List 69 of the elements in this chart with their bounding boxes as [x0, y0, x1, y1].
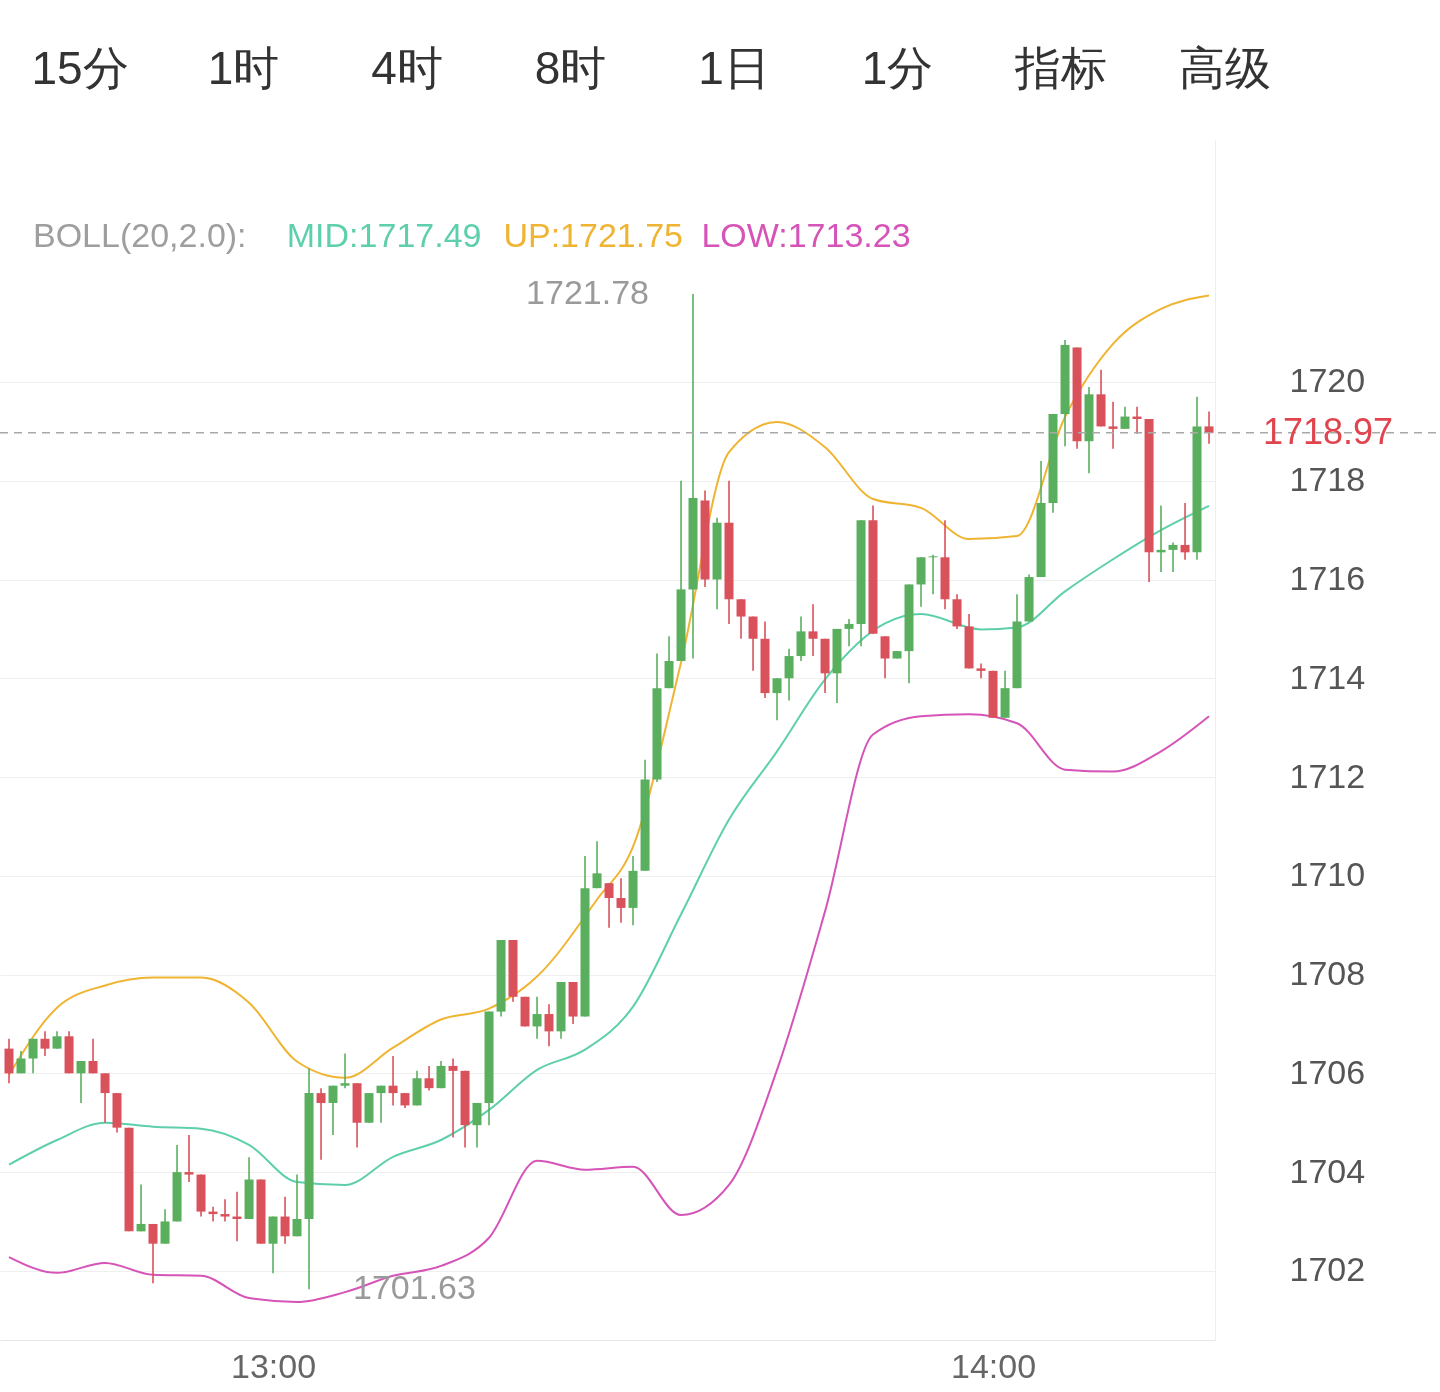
- candlestick: [592, 840, 602, 889]
- candlestick: [532, 995, 542, 1040]
- candlestick: [340, 1052, 350, 1089]
- candlestick: [772, 677, 782, 722]
- candlestick: [388, 1055, 398, 1107]
- candlestick: [928, 554, 938, 596]
- candlestick: [100, 1072, 110, 1124]
- candlestick: [148, 1223, 158, 1285]
- text: UP:1721.75: [503, 216, 683, 254]
- candlestick: [448, 1057, 458, 1139]
- candlestick: [328, 1084, 338, 1136]
- x-tick-label: 13:00: [230, 1346, 317, 1385]
- text: 8时: [534, 42, 607, 94]
- text: 1分: [861, 42, 934, 94]
- candlestick: [376, 1084, 386, 1124]
- candlestick: [136, 1183, 146, 1233]
- y-tick-label: 1712: [1289, 756, 1366, 795]
- candlestick: [808, 603, 818, 657]
- text: 1时: [207, 42, 280, 94]
- candlestick: [748, 615, 758, 672]
- y-tick-label: 1718: [1289, 460, 1366, 499]
- candlestick: [88, 1037, 98, 1075]
- ref-line-label: 1718.97: [1262, 410, 1394, 452]
- line-series: [8, 713, 1211, 1303]
- candlestick: [184, 1134, 194, 1183]
- candlestick: [1108, 400, 1118, 450]
- text: 指标: [1014, 42, 1107, 94]
- y-tick-label: 1720: [1289, 361, 1366, 400]
- text: LOW:1713.23: [701, 216, 911, 254]
- text: 1日: [698, 42, 770, 94]
- candlestick: [280, 1195, 290, 1245]
- candlestick: [220, 1198, 230, 1223]
- candlestick: [292, 1173, 302, 1238]
- text: 4时: [371, 42, 443, 94]
- y-tick-label: 1706: [1289, 1052, 1366, 1091]
- candlestick: [160, 1208, 170, 1245]
- y-tick-label: 1702: [1289, 1250, 1366, 1289]
- candlestick: [424, 1065, 434, 1092]
- annotation: 1721.78: [526, 273, 649, 312]
- candlestick: [544, 1003, 554, 1047]
- candlestick: [40, 1030, 50, 1057]
- y-tick-label: 1708: [1289, 954, 1366, 993]
- candlestick: [784, 647, 794, 702]
- text: 15分: [31, 42, 129, 94]
- candlestick: [616, 877, 626, 924]
- candlestick: [1204, 410, 1214, 445]
- candlestick: [976, 662, 986, 680]
- candlestick: [28, 1037, 38, 1075]
- y-tick-label: 1716: [1289, 559, 1366, 598]
- x-tick-label: 14:00: [950, 1346, 1037, 1385]
- candlestick: [316, 1087, 326, 1161]
- y-tick-label: 1704: [1289, 1151, 1366, 1190]
- candlestick: [880, 635, 890, 680]
- candlestick: [736, 598, 746, 640]
- legend-title: BOLL(20,2.0):: [33, 216, 247, 254]
- candlestick: [604, 882, 614, 929]
- text: MID:1717.49: [286, 216, 482, 254]
- y-tick-label: 1714: [1289, 657, 1366, 696]
- candlestick: [1168, 541, 1178, 573]
- candlestick: [844, 618, 854, 647]
- annotation: 1701.63: [353, 1268, 476, 1307]
- line-series: [8, 504, 1211, 1186]
- candlestick: [472, 1102, 482, 1149]
- y-tick-label: 1710: [1289, 855, 1366, 894]
- candlestick: [76, 1060, 86, 1104]
- candlestick: [1180, 502, 1190, 561]
- candlestick: [436, 1060, 446, 1089]
- text: 高级: [1178, 42, 1271, 94]
- candlestick: [1120, 405, 1130, 430]
